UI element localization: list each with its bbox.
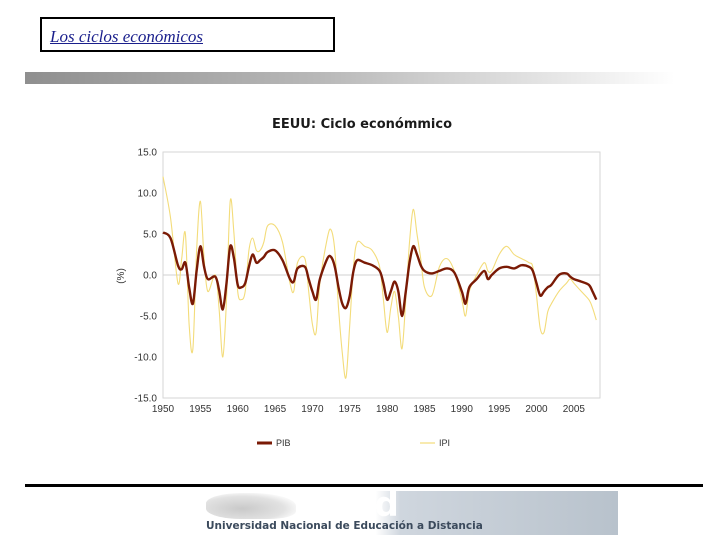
x-tick-label: 1970 <box>301 404 324 415</box>
x-tick-label: 1995 <box>488 404 511 415</box>
uned-wordmark: uned <box>300 485 400 525</box>
x-tick-label: 2000 <box>525 404 548 415</box>
x-tick-label: 1990 <box>451 404 474 415</box>
legend-pib-label: PIB <box>276 438 291 448</box>
business-cycle-chart: EEUU: Ciclo económmico (%) 15.0 10.0 5.0 0.… <box>116 117 601 448</box>
uned-emblem-icon <box>206 493 296 519</box>
chart-title: EEUU: Ciclo económmico <box>272 117 452 132</box>
slide-title: Los ciclos económicos <box>50 27 203 46</box>
legend: PIB IPI <box>257 438 450 448</box>
x-tick-label: 1980 <box>376 404 399 415</box>
uned-logo: uned Universidad Nacional de Educación a… <box>200 485 618 535</box>
y-tick-label: -15.0 <box>134 394 157 405</box>
y-tick-label: 5.0 <box>143 230 157 241</box>
x-tick-label: 1965 <box>264 404 287 415</box>
x-tick-label: 1985 <box>413 404 436 415</box>
legend-ipi-label: IPI <box>439 438 450 448</box>
y-tick-label: 15.0 <box>138 148 158 159</box>
x-tick-label: 2005 <box>563 404 586 415</box>
y-tick-label: 0.0 <box>143 271 157 282</box>
x-tick-label: 1960 <box>227 404 250 415</box>
uned-full-name: Universidad Nacional de Educación a Dist… <box>206 520 483 532</box>
x-tick-label: 1955 <box>189 404 212 415</box>
x-tick-label: 1950 <box>152 404 175 415</box>
series-pib-line <box>162 231 598 318</box>
footer-rule <box>25 484 703 487</box>
y-tick-label: -10.0 <box>134 353 157 364</box>
header-gradient-bar <box>25 72 675 84</box>
y-axis-label: (%) <box>116 268 127 284</box>
x-tick-label: 1975 <box>339 404 362 415</box>
y-tick-label: -5.0 <box>140 312 158 323</box>
slide-title-box: Los ciclos económicos <box>40 17 335 52</box>
y-tick-label: 10.0 <box>138 189 158 200</box>
